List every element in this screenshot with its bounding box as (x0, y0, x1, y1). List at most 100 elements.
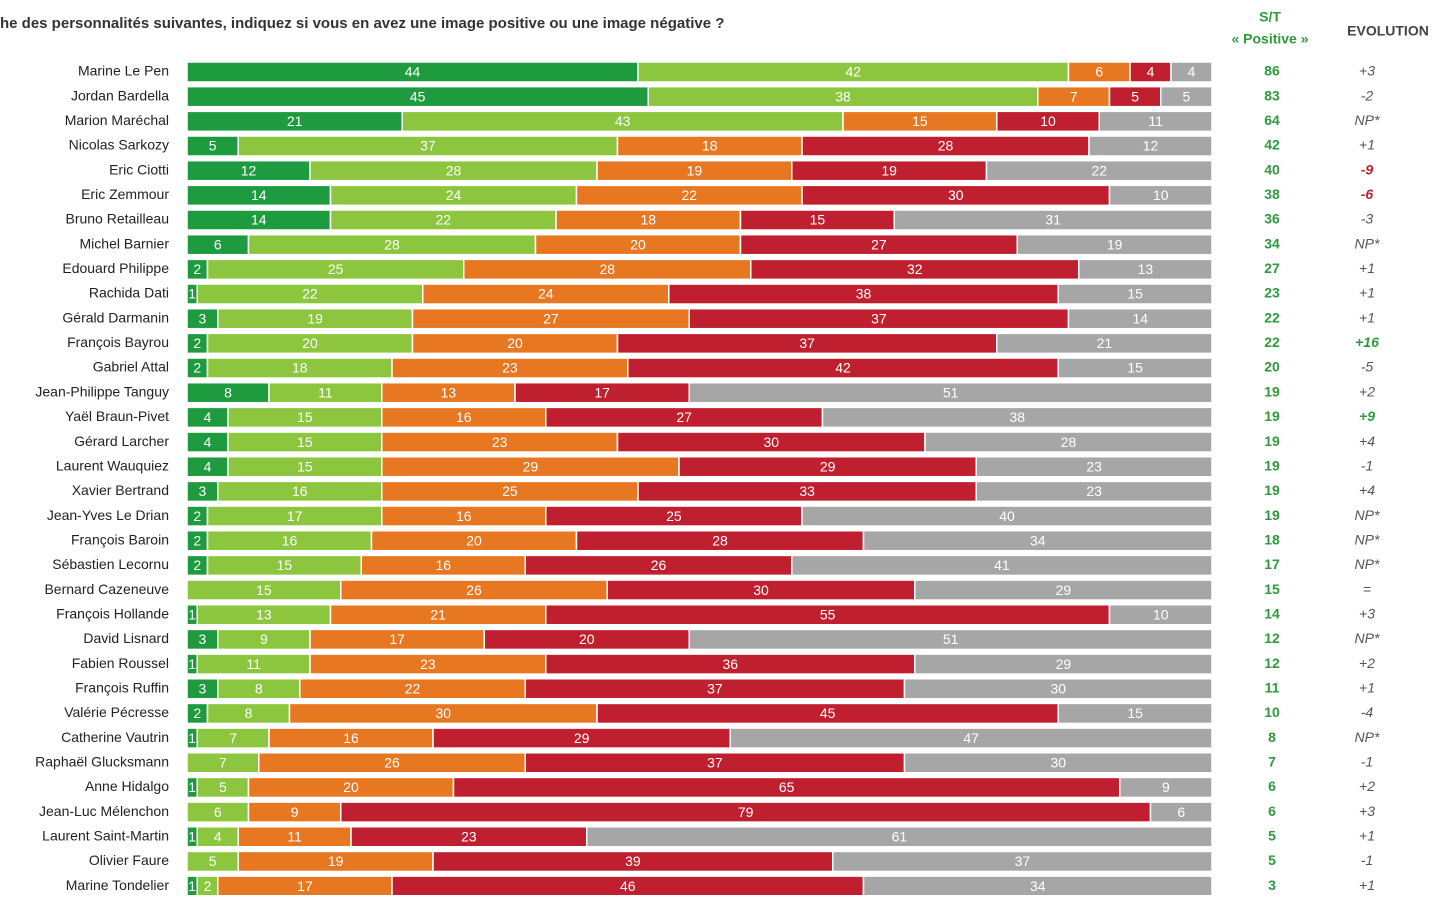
evolution-label: NP* (1355, 112, 1380, 128)
data-label: 22 (435, 212, 451, 228)
category-label: Gérald Darmanin (62, 309, 169, 325)
evolution-label: NP* (1355, 235, 1380, 251)
data-label: 13 (1138, 261, 1154, 277)
data-label: 28 (384, 236, 400, 252)
data-label: 30 (948, 187, 964, 203)
bar-segment (1057, 702, 1213, 725)
bar-segment (1098, 110, 1213, 133)
category-label: Jean-Luc Mélenchon (39, 803, 169, 819)
category-label: Yaël Braun-Pivet (65, 408, 169, 424)
evolution-label: NP* (1355, 630, 1380, 646)
total-label: 86 (1264, 63, 1280, 79)
data-label: 22 (681, 187, 697, 203)
total-label: 10 (1264, 704, 1280, 720)
data-label: 44 (405, 64, 421, 80)
data-label: 4 (204, 409, 212, 425)
total-label: 5 (1268, 852, 1276, 868)
data-label: 1 (188, 779, 196, 795)
category-label: Laurent Wauquiez (56, 457, 169, 473)
data-label: 7 (1070, 88, 1078, 104)
data-label: 79 (738, 804, 754, 820)
bar-segment (975, 455, 1213, 478)
category-label: Laurent Saint-Martin (42, 827, 169, 843)
evolution-label: +3 (1359, 63, 1375, 79)
data-label: 26 (466, 582, 482, 598)
bar-segment (821, 406, 1213, 429)
data-label: 41 (994, 557, 1010, 573)
category-label: François Baroin (71, 531, 169, 547)
evolution-label: +1 (1359, 309, 1375, 325)
data-label: 20 (302, 335, 318, 351)
data-label: 10 (1153, 606, 1169, 622)
total-label: 5 (1268, 827, 1276, 843)
data-label: 9 (291, 804, 299, 820)
bar-segment (975, 480, 1213, 503)
data-label: 15 (256, 582, 272, 598)
total-label: 27 (1264, 260, 1280, 276)
data-label: 21 (1097, 335, 1113, 351)
data-label: 3 (198, 483, 206, 499)
data-label: 3 (198, 680, 206, 696)
data-label: 16 (456, 409, 472, 425)
evolution-label: +1 (1359, 877, 1375, 893)
data-label: 21 (430, 606, 446, 622)
category-label: Olivier Faure (89, 852, 169, 868)
data-label: 22 (405, 680, 421, 696)
data-label: 11 (1148, 113, 1163, 129)
evolution-label: = (1363, 581, 1371, 597)
bar-segment (985, 159, 1213, 182)
data-label: 6 (1095, 64, 1103, 80)
total-label: 19 (1264, 383, 1280, 399)
category-label: François Bayrou (67, 334, 169, 350)
data-label: 28 (599, 261, 615, 277)
category-label: Jordan Bardella (71, 87, 169, 103)
data-label: 18 (292, 360, 308, 376)
data-label: 5 (1131, 88, 1139, 104)
data-label: 20 (343, 779, 359, 795)
total-label: 12 (1264, 655, 1280, 671)
data-label: 17 (287, 508, 303, 524)
data-label: 40 (999, 508, 1015, 524)
data-label: 17 (297, 878, 313, 894)
category-label: Raphaël Glucksmann (35, 753, 169, 769)
total-label: 19 (1264, 433, 1280, 449)
evolution-label: +1 (1359, 679, 1375, 695)
data-label: 13 (441, 384, 457, 400)
data-label: 61 (892, 828, 908, 844)
data-label: 30 (763, 434, 779, 450)
total-label: 20 (1264, 359, 1280, 375)
data-label: 39 (625, 853, 641, 869)
data-label: 20 (579, 631, 595, 647)
category-label: Marion Maréchal (65, 112, 169, 128)
data-label: 26 (384, 754, 400, 770)
total-label: 42 (1264, 137, 1280, 153)
total-label: 18 (1264, 531, 1280, 547)
evolution-label: -1 (1361, 852, 1373, 868)
data-label: 15 (297, 409, 313, 425)
category-label: Jean-Yves Le Drian (47, 507, 169, 523)
category-label: Michel Barnier (80, 235, 170, 251)
data-label: 8 (224, 384, 232, 400)
data-label: 22 (302, 286, 318, 302)
data-label: 23 (502, 360, 518, 376)
data-label: 2 (193, 261, 201, 277)
data-label: 4 (204, 458, 212, 474)
data-label: 19 (307, 310, 323, 326)
data-label: 18 (702, 138, 718, 154)
data-label: 1 (188, 878, 196, 894)
data-label: 25 (502, 483, 518, 499)
data-label: 5 (209, 138, 217, 154)
data-label: 24 (538, 286, 554, 302)
category-label: Valérie Pécresse (64, 704, 169, 720)
data-label: 13 (256, 606, 272, 622)
data-label: 27 (543, 310, 559, 326)
total-label: 36 (1264, 211, 1280, 227)
data-label: 1 (188, 828, 196, 844)
bar-segment (1057, 283, 1213, 305)
total-label: 19 (1264, 457, 1280, 473)
evolution-label: -9 (1361, 161, 1374, 177)
bar-segment (729, 727, 1213, 749)
data-label: 12 (1143, 138, 1159, 154)
data-label: 38 (1009, 409, 1025, 425)
bar-segment (914, 653, 1213, 675)
